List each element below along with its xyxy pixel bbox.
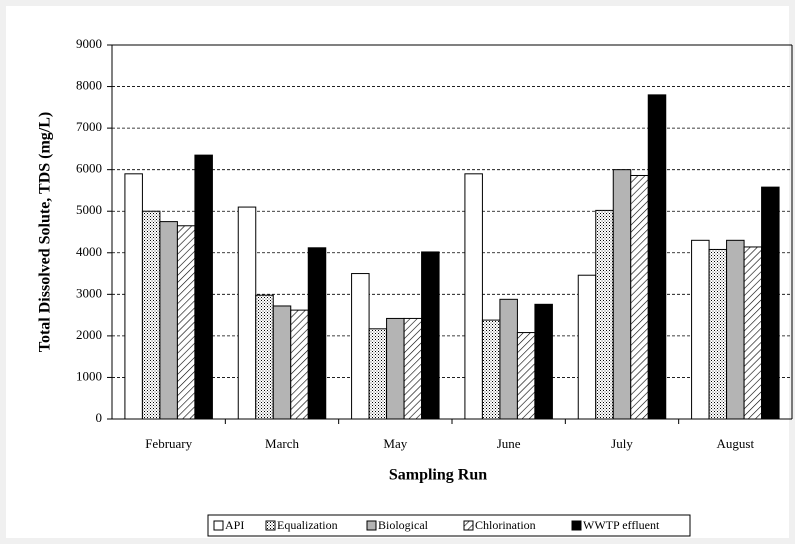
y-tick-label: 7000 bbox=[76, 119, 102, 134]
chart-background bbox=[6, 6, 789, 538]
bar bbox=[630, 174, 649, 420]
bar bbox=[577, 274, 597, 420]
bar bbox=[534, 303, 553, 420]
legend-swatch bbox=[265, 520, 276, 531]
y-tick-label: 2000 bbox=[76, 327, 102, 342]
bar bbox=[595, 209, 614, 420]
bar bbox=[237, 206, 257, 420]
y-tick-label: 3000 bbox=[76, 285, 102, 300]
y-tick-label: 1000 bbox=[76, 368, 102, 383]
bar bbox=[124, 173, 143, 420]
bar bbox=[141, 210, 161, 420]
bar bbox=[726, 239, 745, 420]
y-tick-label: 6000 bbox=[76, 161, 102, 176]
y-tick-label: 8000 bbox=[76, 78, 102, 93]
bar bbox=[403, 317, 423, 420]
legend-swatch bbox=[366, 520, 377, 531]
bar bbox=[255, 294, 274, 420]
bar bbox=[761, 186, 780, 420]
x-tick-label: May bbox=[383, 436, 407, 451]
legend-swatch bbox=[463, 520, 474, 531]
legend-label: Equalization bbox=[277, 518, 338, 532]
bar bbox=[421, 251, 440, 420]
bar bbox=[481, 319, 501, 420]
bar bbox=[612, 169, 632, 420]
y-tick-label: 9000 bbox=[76, 36, 102, 51]
bar bbox=[743, 246, 763, 420]
bar bbox=[159, 221, 178, 420]
legend-label: Biological bbox=[378, 518, 429, 532]
bar bbox=[194, 154, 213, 420]
legend-swatch bbox=[571, 520, 582, 531]
bar bbox=[351, 273, 370, 420]
bar bbox=[691, 239, 710, 420]
legend-frame bbox=[207, 514, 691, 537]
y-tick-label: 0 bbox=[96, 410, 103, 425]
legend: API Equalization Biological Chlorination WWT… bbox=[207, 514, 691, 537]
bar bbox=[647, 94, 667, 420]
legend-swatch bbox=[213, 520, 224, 531]
bar bbox=[368, 328, 388, 420]
bar bbox=[516, 332, 536, 420]
bar bbox=[464, 173, 483, 420]
bar bbox=[272, 305, 292, 420]
bar bbox=[307, 247, 327, 420]
bar bbox=[499, 298, 518, 420]
legend-label: API bbox=[225, 518, 244, 532]
x-tick-label: June bbox=[497, 436, 521, 451]
x-axis-title: Sampling Run bbox=[389, 467, 487, 484]
x-tick-label: July bbox=[611, 436, 633, 451]
bar bbox=[176, 225, 196, 420]
bar bbox=[708, 248, 728, 420]
legend-label: WWTP effluent bbox=[583, 518, 660, 532]
y-tick-label: 5000 bbox=[76, 202, 102, 217]
legend-label: Chlorination bbox=[475, 518, 536, 532]
x-tick-label: March bbox=[265, 436, 299, 451]
x-tick-label: February bbox=[145, 436, 192, 451]
bar bbox=[290, 309, 309, 420]
y-axis-title: Total Dissolved Solute, TDS (mg/L) bbox=[37, 112, 54, 352]
x-tick-label: August bbox=[717, 436, 755, 451]
bar bbox=[386, 317, 405, 420]
y-tick-label: 4000 bbox=[76, 244, 102, 259]
